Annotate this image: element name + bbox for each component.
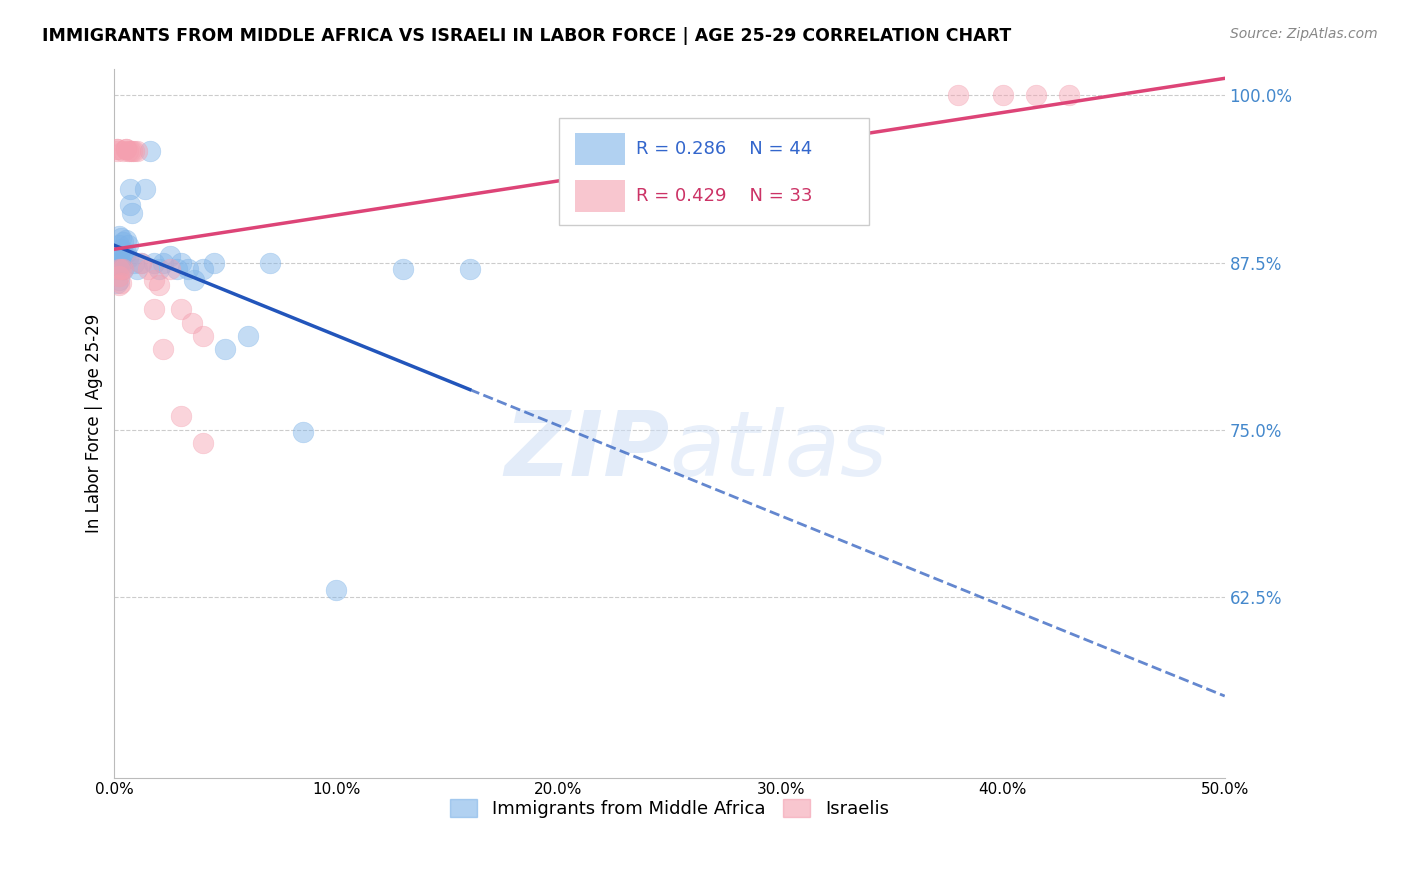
Point xyxy=(259,255,281,269)
Text: ZIP: ZIP xyxy=(505,408,669,495)
Point xyxy=(170,409,193,424)
Point xyxy=(105,255,128,269)
Point xyxy=(991,88,1014,103)
Bar xyxy=(575,133,626,165)
Point xyxy=(214,343,236,357)
Point xyxy=(134,182,156,196)
Point xyxy=(236,329,259,343)
Point xyxy=(105,142,128,156)
Point xyxy=(193,329,215,343)
Point xyxy=(125,262,148,277)
Point xyxy=(125,145,148,159)
Point xyxy=(121,206,143,220)
Point xyxy=(114,142,136,156)
Point xyxy=(112,262,135,277)
Point xyxy=(458,262,481,277)
Point xyxy=(129,255,152,269)
Point xyxy=(117,145,139,159)
Point xyxy=(170,255,193,269)
FancyBboxPatch shape xyxy=(558,118,869,225)
Point xyxy=(124,255,146,269)
Point xyxy=(112,145,135,159)
Point xyxy=(105,145,128,159)
Point xyxy=(117,252,139,266)
Point xyxy=(152,255,174,269)
Point xyxy=(176,262,198,277)
Point xyxy=(181,316,204,330)
Point xyxy=(110,242,132,256)
Point xyxy=(121,145,143,159)
Point xyxy=(112,262,135,277)
Y-axis label: In Labor Force | Age 25-29: In Labor Force | Age 25-29 xyxy=(86,313,103,533)
Point xyxy=(166,262,188,277)
Point xyxy=(108,238,131,252)
Point xyxy=(292,425,315,440)
Point xyxy=(108,273,131,287)
Text: R = 0.286    N = 44: R = 0.286 N = 44 xyxy=(637,140,813,158)
Point xyxy=(148,278,170,293)
Text: R = 0.429    N = 33: R = 0.429 N = 33 xyxy=(637,186,813,205)
Point xyxy=(118,198,141,212)
Point xyxy=(1025,88,1047,103)
Point xyxy=(159,249,181,263)
Point xyxy=(118,182,141,196)
Point xyxy=(948,88,970,103)
Point xyxy=(193,262,215,277)
Point xyxy=(139,145,162,159)
Point xyxy=(183,273,205,287)
Point xyxy=(1059,88,1081,103)
Point xyxy=(124,145,146,159)
Point xyxy=(112,235,135,250)
Point xyxy=(110,255,132,269)
Point xyxy=(148,262,170,277)
Point xyxy=(114,246,136,260)
Point xyxy=(110,231,132,245)
Text: atlas: atlas xyxy=(669,408,887,495)
Text: IMMIGRANTS FROM MIDDLE AFRICA VS ISRAELI IN LABOR FORCE | AGE 25-29 CORRELATION : IMMIGRANTS FROM MIDDLE AFRICA VS ISRAELI… xyxy=(42,27,1011,45)
Point xyxy=(136,262,159,277)
Point xyxy=(129,255,152,269)
Point xyxy=(159,262,181,277)
Point xyxy=(392,262,415,277)
Point xyxy=(105,276,128,290)
Point xyxy=(110,276,132,290)
Point xyxy=(143,302,166,317)
Point xyxy=(108,262,131,277)
Point xyxy=(114,233,136,247)
Point xyxy=(108,278,131,293)
Text: Source: ZipAtlas.com: Source: ZipAtlas.com xyxy=(1230,27,1378,41)
Point xyxy=(202,255,225,269)
Point xyxy=(117,238,139,252)
Bar xyxy=(575,180,626,211)
Point xyxy=(114,142,136,156)
Point xyxy=(143,273,166,287)
Point xyxy=(193,436,215,450)
Point xyxy=(152,343,174,357)
Point xyxy=(325,583,347,598)
Point xyxy=(105,142,128,156)
Point xyxy=(170,302,193,317)
Point xyxy=(108,260,131,274)
Legend: Immigrants from Middle Africa, Israelis: Immigrants from Middle Africa, Israelis xyxy=(443,791,896,825)
Point xyxy=(143,255,166,269)
Point xyxy=(108,249,131,263)
Point xyxy=(112,246,135,260)
Point xyxy=(110,262,132,277)
Point xyxy=(108,228,131,243)
Point xyxy=(108,268,131,283)
Point xyxy=(105,249,128,263)
Point xyxy=(118,145,141,159)
Point xyxy=(105,262,128,277)
